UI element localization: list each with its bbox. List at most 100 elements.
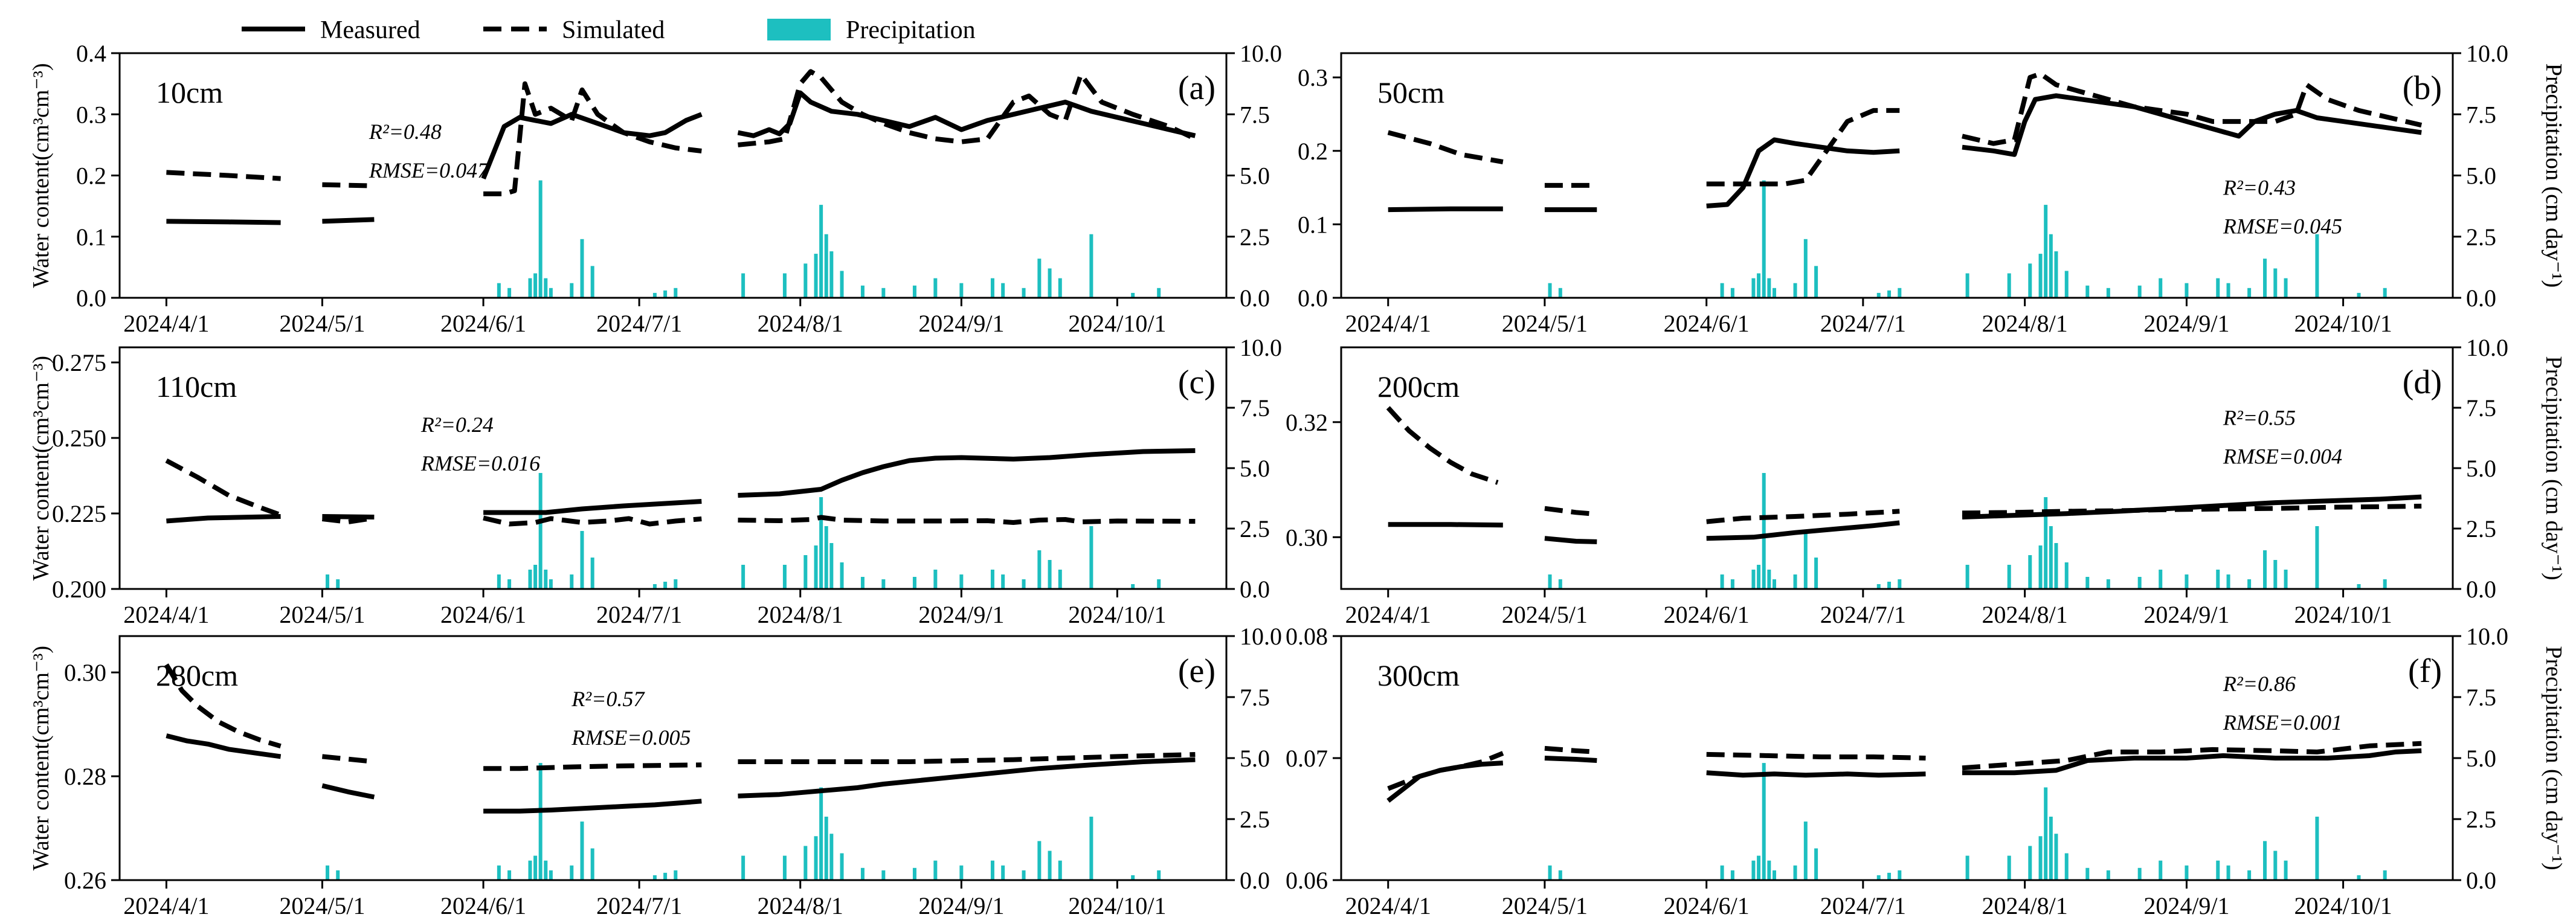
precip-bar — [2273, 851, 2278, 880]
precip-bar — [990, 570, 994, 589]
y2-tick-label: 7.5 — [1240, 394, 1270, 422]
precip-bar — [1898, 288, 1902, 298]
precip-bar — [2315, 526, 2319, 589]
measured-line — [1962, 494, 2422, 519]
precip-bar — [1037, 259, 1042, 298]
precip-bar — [538, 473, 543, 589]
x-tick-label: 2024/10/1 — [2294, 892, 2392, 919]
precip-bar — [528, 570, 532, 589]
precip-bar — [2226, 865, 2230, 880]
precip-bar — [1876, 584, 1881, 589]
y-tick-label: 0.2 — [76, 162, 106, 190]
precip-bar — [544, 860, 548, 880]
precip-bar — [814, 836, 818, 880]
x-tick-label: 2024/4/1 — [1345, 892, 1431, 919]
precip-bar — [1751, 278, 1756, 298]
x-tick-label: 2024/9/1 — [2143, 601, 2229, 628]
precip-bar — [1058, 278, 1062, 298]
y-tick-label: 0.3 — [76, 101, 106, 128]
x-tick-label: 2024/8/1 — [758, 310, 843, 337]
rmse-annotation: RMSE=0.005 — [571, 725, 691, 750]
precip-bar — [1089, 234, 1093, 298]
measured-line — [166, 733, 282, 759]
precip-bar — [2284, 278, 2288, 298]
precip-bar — [1157, 288, 1161, 298]
y2-tick-label: 10.0 — [1240, 334, 1282, 361]
precip-bar — [803, 846, 808, 880]
precip-bar — [2028, 555, 2032, 589]
precip-bar — [2226, 574, 2230, 589]
precip-bar — [1048, 268, 1052, 298]
precip-bar — [912, 867, 916, 880]
y-tick-label: 0.1 — [76, 224, 106, 251]
precip-bar — [326, 865, 330, 880]
precip-bar — [580, 239, 584, 298]
precip-bar — [881, 288, 886, 298]
precip-bar — [497, 865, 501, 880]
precip-bar — [2315, 234, 2319, 298]
precip-bar — [2106, 579, 2110, 589]
precip-bar — [860, 867, 865, 880]
precip-bar — [2054, 543, 2058, 589]
simulated-line — [322, 182, 375, 188]
plot-frame — [118, 52, 1228, 299]
y2-tick-label: 0.0 — [2466, 576, 2496, 603]
precip-bar — [2044, 497, 2048, 589]
r2-annotation: R²=0.43 — [2223, 176, 2296, 200]
y-tick-label: 0.26 — [64, 867, 106, 894]
x-tick-label: 2024/4/1 — [123, 310, 209, 337]
precip-bar — [1730, 579, 1734, 589]
y2-axis-title: Precipitation (cm day⁻¹) — [2541, 63, 2566, 288]
precip-bar — [1887, 582, 1892, 589]
y-tick-label: 0.2 — [1298, 138, 1328, 165]
precip-bar — [1767, 278, 1771, 298]
precip-bar — [741, 273, 745, 298]
y2-tick-label: 0.0 — [1240, 285, 1270, 312]
y-tick-label: 0.30 — [1286, 524, 1328, 551]
measured-line — [1706, 137, 1900, 208]
precip-bar — [860, 577, 865, 589]
y2-tick-label: 2.5 — [2466, 515, 2496, 542]
precip-bar — [1548, 574, 1552, 589]
legend-label-simulated: Simulated — [562, 16, 665, 44]
precip-bar — [2247, 288, 2252, 298]
precip-bar — [1887, 290, 1892, 298]
x-tick-label: 2024/9/1 — [918, 601, 1004, 628]
x-tick-label: 2024/7/1 — [596, 601, 682, 628]
precip-bar — [538, 180, 543, 298]
precip-bar — [2038, 545, 2043, 589]
measured-line — [1388, 522, 1503, 528]
y2-tick-label: 0.0 — [1240, 867, 1270, 894]
precip-bar — [663, 290, 668, 298]
simulated-line — [1706, 751, 1926, 761]
y-tick-label: 0.200 — [52, 576, 106, 603]
precip-bar — [1762, 180, 1766, 298]
precip-bar — [803, 555, 808, 589]
panels: 0.0 0.1 0.2 0.3 0.4 0.0 2.5 5.0 7.5 10.0 2024/4/1 2… — [28, 40, 2566, 919]
precip-bar — [2044, 787, 2048, 880]
precip-bar — [959, 283, 964, 298]
precip-bar — [1022, 288, 1026, 298]
precip-bar — [1548, 283, 1552, 298]
precip-bar — [829, 251, 834, 298]
precip-bar — [2263, 841, 2267, 880]
precip-bar — [990, 278, 994, 298]
precip-bar — [2085, 285, 2090, 298]
legend-label-measured: Measured — [320, 16, 420, 44]
precip-bar — [2007, 565, 2011, 589]
panel-letter: (a) — [1178, 69, 1216, 107]
precip-bar — [1965, 273, 1969, 298]
simulated-line — [1706, 509, 1900, 524]
plot-frame — [118, 346, 1228, 590]
precip-bar — [533, 273, 538, 298]
precip-bar — [1767, 860, 1771, 880]
precip-bar — [824, 816, 828, 880]
simulated-line — [1962, 741, 2422, 771]
simulated-line — [1544, 506, 1597, 517]
simulated-line — [483, 515, 702, 527]
r2-annotation: R²=0.48 — [369, 120, 442, 144]
precip-bar — [2137, 867, 2142, 880]
x-tick-label: 2024/10/1 — [1068, 601, 1166, 628]
precip-bar — [528, 860, 532, 880]
